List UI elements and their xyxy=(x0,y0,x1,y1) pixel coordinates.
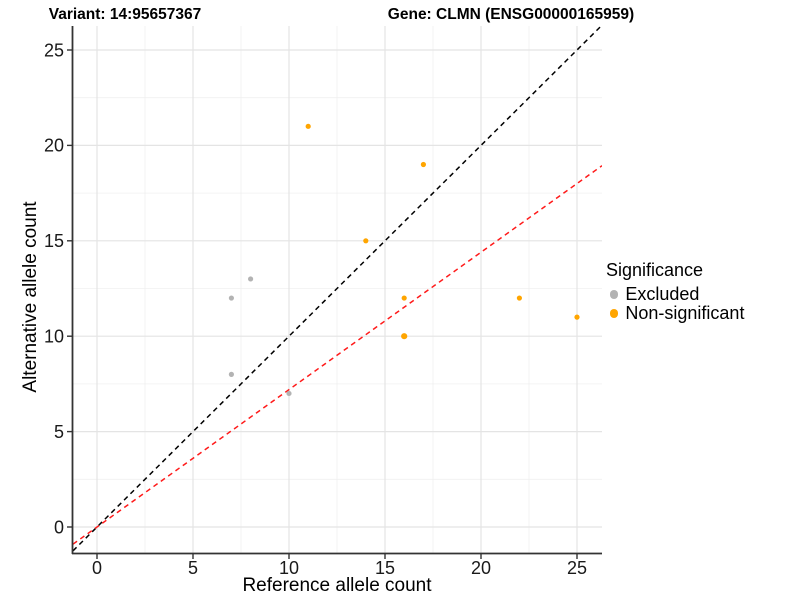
x-tick-label: 25 xyxy=(567,558,587,578)
data-point-non-significant xyxy=(516,295,523,301)
data-point-non-significant xyxy=(305,123,311,129)
y-tick-label: 25 xyxy=(44,40,64,60)
non-significant-dot-icon xyxy=(610,309,619,318)
data-point-excluded xyxy=(228,371,234,377)
x-tick-label: 20 xyxy=(471,558,491,578)
data-point-non-significant xyxy=(401,333,408,340)
x-tick-label: 5 xyxy=(188,558,198,578)
y-tick-label: 10 xyxy=(44,327,64,347)
excluded-dot-icon xyxy=(610,290,619,299)
x-tick-label: 0 xyxy=(92,558,102,578)
legend: Significance Excluded Non-significant xyxy=(606,260,744,323)
data-point-excluded xyxy=(286,390,292,397)
legend-item-label: Non-significant xyxy=(625,303,745,323)
data-point-excluded xyxy=(248,276,254,282)
reference-lines xyxy=(73,26,602,552)
expected-ratio-line xyxy=(73,165,602,545)
data-point-non-significant xyxy=(363,238,369,244)
data-point-non-significant xyxy=(420,161,426,168)
x-tick-label: 15 xyxy=(375,558,395,578)
data-point-excluded xyxy=(228,295,234,301)
legend-item-label: Excluded xyxy=(625,284,700,304)
y-tick-label: 0 xyxy=(54,517,64,537)
x-tick-label: 10 xyxy=(279,558,299,578)
y-tick-label: 5 xyxy=(54,422,64,442)
y-tick-label: 20 xyxy=(44,136,64,156)
y-axis-title: Alternative allele count xyxy=(20,201,41,393)
data-point-non-significant xyxy=(574,314,580,320)
identity-line xyxy=(73,26,602,552)
data-point-non-significant xyxy=(401,295,407,301)
plot-title-gene: Gene: CLMN (ENSG00000165959) xyxy=(387,6,635,23)
legend-item-non-significant: Non-significant xyxy=(606,303,745,323)
y-tick-label: 15 xyxy=(44,231,64,251)
x-axis-title: Reference allele count xyxy=(242,575,432,596)
plot-title-variant: Variant: 14:95657367 xyxy=(48,6,202,23)
legend-item-excluded: Excluded xyxy=(606,284,744,304)
legend-title: Significance xyxy=(606,260,704,280)
